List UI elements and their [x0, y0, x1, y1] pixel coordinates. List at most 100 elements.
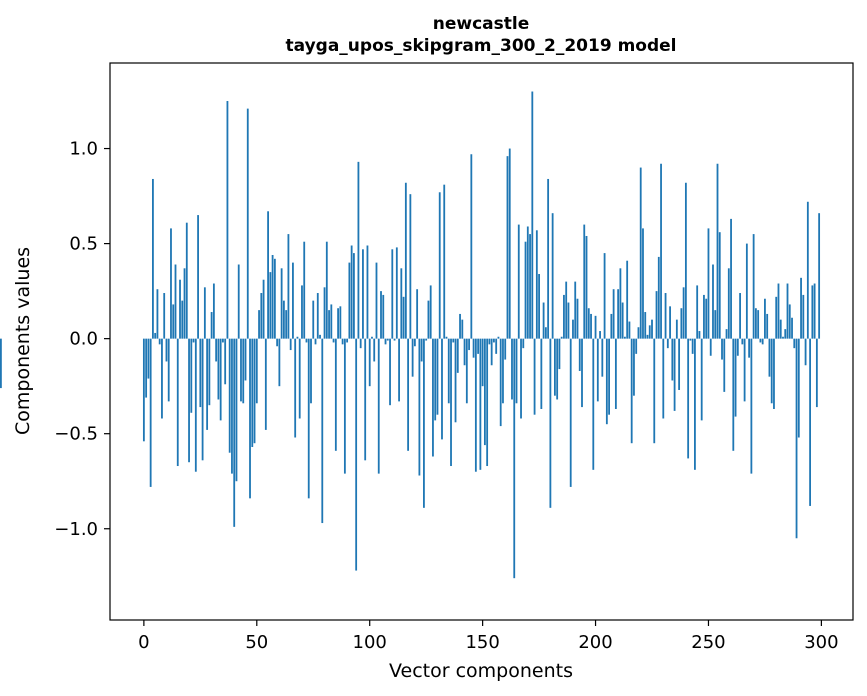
bar — [142, 338, 145, 442]
bar — [215, 338, 218, 362]
bar — [809, 338, 811, 506]
bar — [459, 313, 461, 339]
bar — [353, 253, 355, 339]
bar — [194, 338, 197, 472]
bar — [185, 222, 188, 339]
bar — [203, 287, 206, 339]
bar — [179, 279, 181, 339]
bar — [197, 215, 199, 339]
bar — [601, 338, 604, 377]
bar — [294, 338, 297, 438]
bar — [786, 283, 789, 339]
bar — [811, 285, 814, 339]
bar — [468, 338, 470, 351]
bar — [212, 283, 215, 339]
bar — [350, 245, 353, 339]
bar — [522, 338, 525, 349]
bar — [416, 289, 419, 339]
bar — [172, 304, 175, 339]
bar — [526, 226, 529, 339]
bar — [754, 308, 757, 339]
bar — [777, 283, 780, 339]
bar — [714, 310, 717, 339]
bar — [251, 338, 254, 448]
bar — [407, 338, 410, 451]
bar — [488, 338, 491, 345]
bar — [305, 338, 308, 343]
bar — [183, 268, 186, 339]
bar — [603, 253, 606, 339]
bar-series — [0, 91, 821, 579]
bar — [217, 338, 220, 400]
bar — [569, 338, 572, 487]
y-axis-label: Components values — [12, 247, 34, 435]
bar — [450, 338, 452, 467]
bar — [224, 338, 227, 385]
bar — [630, 338, 633, 444]
bar — [791, 317, 793, 339]
bar — [725, 329, 728, 339]
bar — [395, 247, 398, 339]
bar — [486, 338, 489, 467]
bar — [192, 338, 195, 343]
bar — [375, 262, 378, 339]
bar — [639, 167, 642, 339]
bar — [784, 329, 787, 339]
bar — [226, 101, 229, 339]
x-tick-label: 0 — [138, 632, 149, 653]
bar — [368, 338, 371, 387]
bar — [237, 264, 240, 339]
bar — [626, 260, 629, 339]
bar — [314, 338, 317, 345]
bar — [292, 262, 294, 339]
bar — [759, 338, 762, 343]
bar — [285, 310, 288, 339]
bar — [788, 304, 791, 339]
bar — [188, 338, 190, 463]
bar — [673, 338, 676, 411]
bar — [490, 338, 493, 366]
bar — [646, 334, 649, 339]
bar — [454, 338, 457, 423]
bar — [391, 249, 394, 339]
bar — [520, 338, 522, 419]
bar — [592, 338, 595, 470]
bar — [775, 296, 778, 339]
bar — [269, 272, 272, 339]
bar — [176, 338, 179, 467]
bar — [818, 213, 821, 339]
bar — [441, 338, 443, 440]
bar — [551, 213, 554, 339]
bar — [705, 298, 708, 339]
bar — [660, 163, 662, 339]
bar — [721, 338, 723, 360]
bar — [447, 338, 450, 404]
bar — [301, 285, 303, 339]
bar — [497, 336, 500, 339]
bar — [321, 338, 324, 524]
bar — [456, 338, 459, 373]
bar — [334, 338, 337, 451]
x-tick-label: 50 — [245, 632, 268, 653]
bar — [657, 256, 660, 339]
bar — [707, 228, 710, 339]
bar — [346, 338, 349, 343]
bar — [574, 281, 577, 339]
bar — [271, 255, 274, 339]
bar — [648, 325, 651, 339]
bar — [587, 308, 590, 339]
bar — [373, 338, 376, 362]
bar — [319, 334, 321, 339]
bar — [806, 201, 809, 339]
bar — [689, 338, 692, 341]
bar — [348, 262, 351, 339]
bar — [425, 338, 428, 341]
bar — [730, 218, 732, 339]
bar — [409, 194, 412, 339]
bar — [357, 161, 360, 339]
bar — [669, 306, 671, 339]
bar — [355, 338, 358, 571]
bar — [161, 338, 163, 419]
bar — [617, 289, 620, 339]
bar — [612, 289, 615, 339]
